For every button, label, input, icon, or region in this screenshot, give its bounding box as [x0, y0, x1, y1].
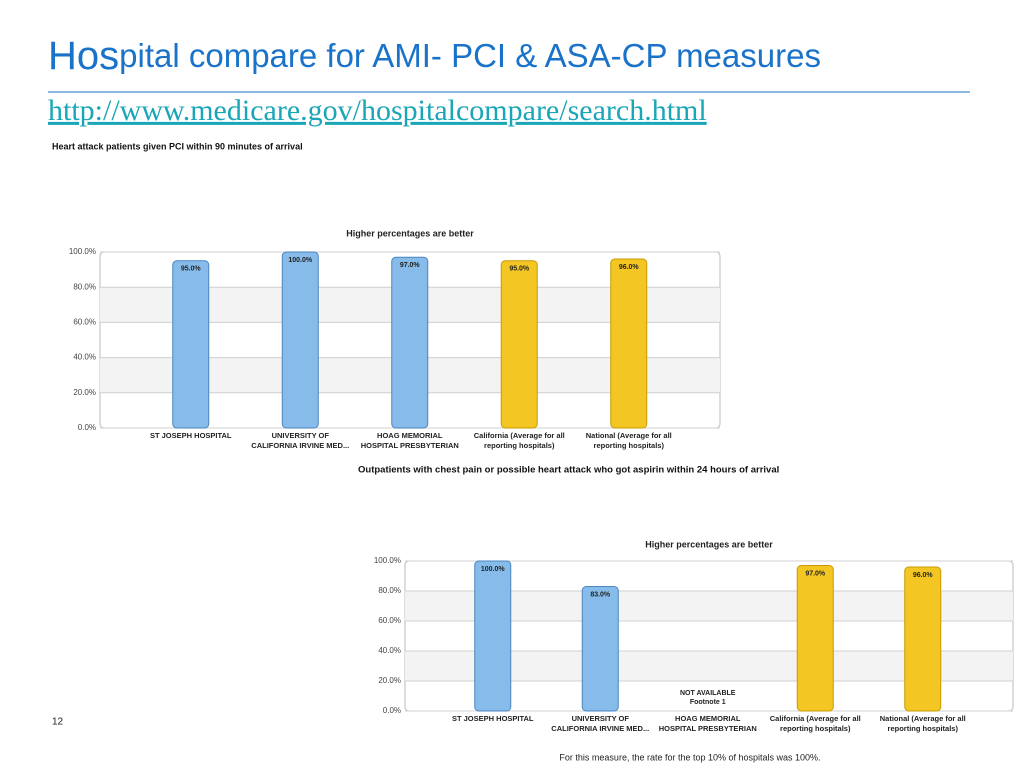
chart-heading: Outpatients with chest pain or possible …: [358, 465, 779, 476]
bar: [500, 260, 538, 429]
bar: [474, 560, 512, 712]
y-tick-label: 80.0%: [378, 586, 401, 595]
x-tick-label: National (Average for all: [586, 431, 672, 440]
x-tick-label: ST JOSEPH HOSPITAL: [150, 431, 232, 440]
bar: [904, 566, 942, 712]
y-tick-label: 0.0%: [383, 706, 401, 715]
y-tick-label: 60.0%: [73, 318, 96, 327]
x-tick-label: ST JOSEPH HOSPITAL: [452, 714, 534, 723]
missing-label: Footnote 1: [690, 699, 726, 706]
x-tick-label: California (Average for all: [770, 714, 861, 723]
x-tick-label: HOAG MEMORIAL: [377, 431, 443, 440]
x-tick-label: UNIVERSITY OF: [272, 431, 330, 440]
footnote: For this measure, the rate for the top 1…: [559, 752, 820, 762]
y-tick-label: 40.0%: [73, 353, 96, 362]
y-tick-label: 40.0%: [378, 646, 401, 655]
bar: [281, 251, 319, 429]
bar: [796, 565, 834, 712]
chart-heading: Heart attack patients given PCI within 9…: [52, 141, 303, 151]
y-tick-label: 100.0%: [374, 556, 401, 565]
x-tick-label: California (Average for all: [474, 431, 565, 440]
x-tick-label: National (Average for all: [880, 714, 966, 723]
bar: [581, 586, 619, 712]
missing-label: NOT AVAILABLE: [680, 690, 736, 697]
value-label: 100.0%: [481, 566, 506, 573]
title-lead: Hos: [48, 34, 119, 78]
chart-title: Higher percentages are better: [346, 228, 474, 238]
url-link[interactable]: http://www.medicare.gov/hospitalcompare/…: [48, 94, 707, 127]
x-tick-label: reporting hospitals): [780, 724, 851, 733]
value-label: 96.0%: [913, 572, 934, 579]
value-label: 83.0%: [590, 591, 611, 598]
x-tick-label: CALIFORNIA IRVINE MED...: [251, 441, 349, 450]
value-label: 96.0%: [619, 264, 640, 271]
x-tick-label: UNIVERSITY OF: [572, 714, 630, 723]
x-tick-label: reporting hospitals): [888, 724, 959, 733]
x-tick-label: reporting hospitals): [594, 441, 665, 450]
y-tick-label: 60.0%: [378, 616, 401, 625]
bar: [391, 256, 429, 429]
value-label: 97.0%: [805, 570, 826, 577]
y-tick-label: 80.0%: [73, 282, 96, 291]
x-tick-label: HOAG MEMORIAL: [675, 714, 741, 723]
value-label: 100.0%: [288, 257, 313, 264]
x-tick-label: reporting hospitals): [484, 441, 555, 450]
x-tick-label: CALIFORNIA IRVINE MED...: [551, 724, 649, 733]
x-tick-label: HOSPITAL PRESBYTERIAN: [361, 441, 459, 450]
y-tick-label: 20.0%: [378, 676, 401, 685]
x-tick-label: HOSPITAL PRESBYTERIAN: [659, 724, 757, 733]
value-label: 97.0%: [400, 262, 421, 269]
value-label: 95.0%: [509, 266, 530, 273]
slide-title: Hospital compare for AMI- PCI & ASA-CP m…: [48, 34, 821, 78]
chart-title: Higher percentages are better: [645, 539, 773, 549]
bar: [610, 258, 648, 429]
page-number: 12: [52, 717, 64, 728]
y-tick-label: 100.0%: [69, 247, 96, 256]
title-rest: pital compare for AMI- PCI & ASA-CP meas…: [119, 37, 821, 74]
value-label: 95.0%: [181, 266, 202, 273]
y-tick-label: 20.0%: [73, 388, 96, 397]
y-tick-label: 0.0%: [78, 423, 96, 432]
bar: [172, 260, 210, 429]
